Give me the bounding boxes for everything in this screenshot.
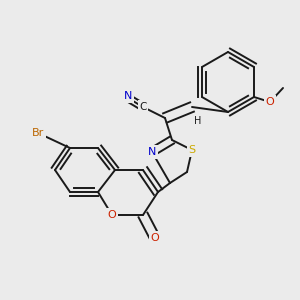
Text: O: O xyxy=(108,210,116,220)
Text: H: H xyxy=(194,116,202,126)
Text: S: S xyxy=(188,145,196,155)
Text: N: N xyxy=(124,91,132,101)
Text: Br: Br xyxy=(32,128,44,138)
Text: N: N xyxy=(148,147,156,157)
Text: O: O xyxy=(151,233,159,243)
Text: C: C xyxy=(139,102,147,112)
Text: O: O xyxy=(266,97,274,107)
